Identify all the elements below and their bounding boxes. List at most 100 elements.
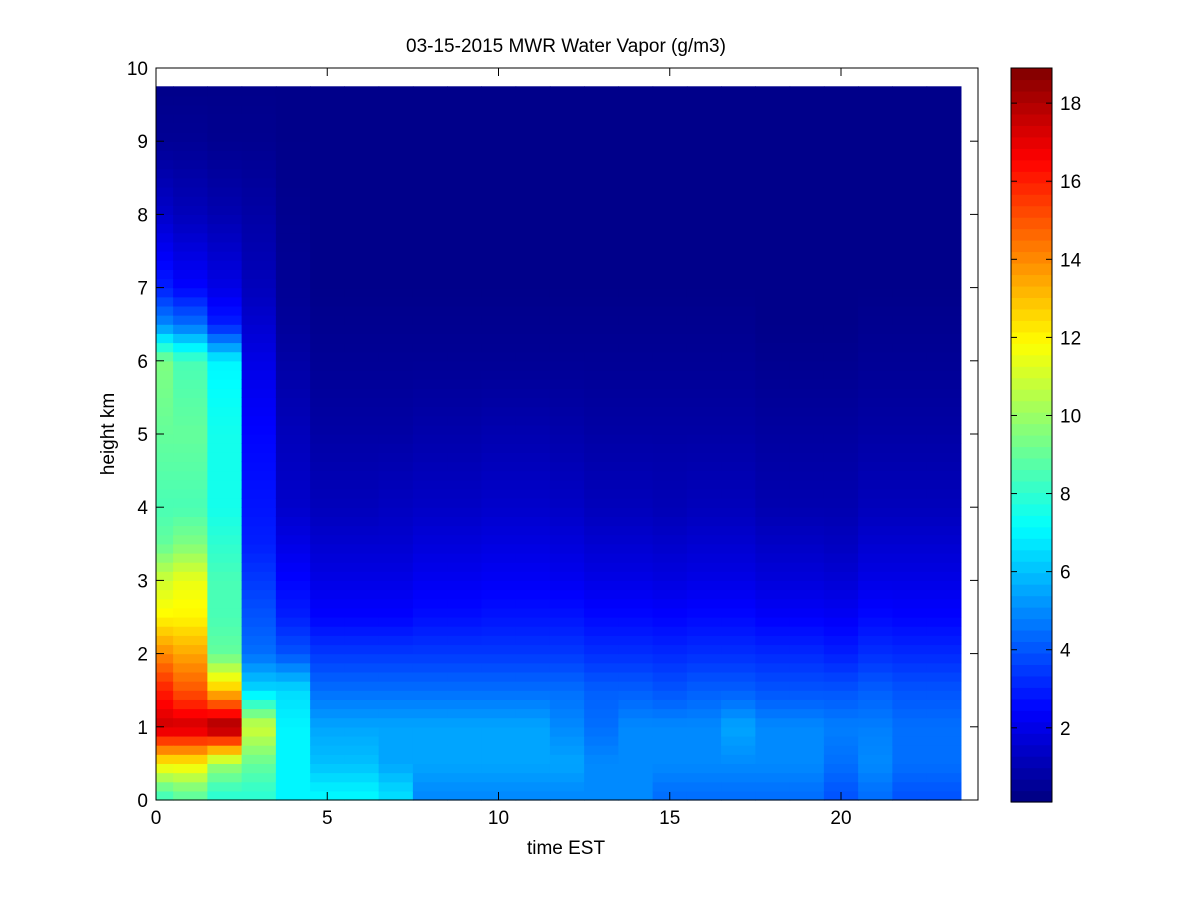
heatmap-cell <box>481 333 517 344</box>
heatmap-cell <box>481 86 517 97</box>
heatmap-cell <box>823 150 859 161</box>
colorbar-band <box>1011 652 1052 665</box>
heatmap-cell <box>789 168 825 179</box>
heatmap-cell <box>892 168 928 179</box>
heatmap-cell <box>481 662 517 673</box>
heatmap-cell <box>892 141 928 151</box>
heatmap-cell <box>515 104 551 115</box>
heatmap-cell <box>156 461 174 472</box>
heatmap-cell <box>858 498 893 508</box>
heatmap-cell <box>686 644 722 655</box>
heatmap-cell <box>447 205 482 215</box>
heatmap-cell <box>618 333 654 344</box>
colorbar-band <box>1011 664 1052 677</box>
heatmap-cell <box>755 754 791 764</box>
heatmap-cell <box>686 186 722 197</box>
heatmap-cell <box>618 443 654 453</box>
heatmap-cell <box>652 681 688 691</box>
heatmap-cell <box>241 516 277 527</box>
heatmap-cell <box>156 589 174 600</box>
heatmap-cell <box>241 452 277 463</box>
heatmap-cell <box>755 589 791 600</box>
heatmap-cell <box>515 159 551 170</box>
heatmap-cell <box>858 507 893 517</box>
heatmap-cell <box>926 95 962 106</box>
heatmap-cell <box>310 260 345 270</box>
heatmap-cell <box>310 150 345 161</box>
heatmap-cell <box>156 790 174 801</box>
heatmap-cell <box>156 626 174 636</box>
heatmap-cell <box>173 571 208 581</box>
heatmap-cell <box>549 287 585 298</box>
heatmap-cell <box>721 122 756 133</box>
heatmap-cell <box>378 241 414 252</box>
heatmap-cell <box>686 379 722 389</box>
heatmap-cell <box>721 205 756 215</box>
colorbar-band <box>1011 79 1052 92</box>
heatmap-cell <box>686 168 722 179</box>
heatmap-cell <box>618 589 654 600</box>
heatmap-cell <box>412 177 448 188</box>
heatmap-cell <box>156 260 174 270</box>
heatmap-cell <box>344 617 380 627</box>
heatmap-cell <box>515 580 551 591</box>
heatmap-cell <box>618 498 654 508</box>
heatmap-cell <box>858 159 893 170</box>
heatmap-cell <box>378 342 414 353</box>
heatmap-cell <box>584 470 619 481</box>
heatmap-cell <box>926 479 962 490</box>
heatmap-cell <box>156 562 174 572</box>
heatmap-cell <box>412 726 448 737</box>
heatmap-cell <box>926 626 962 636</box>
heatmap-cell <box>789 626 825 636</box>
heatmap-cell <box>481 141 517 151</box>
heatmap-cell <box>412 360 448 371</box>
heatmap-cell <box>618 351 654 362</box>
heatmap-cell <box>241 95 277 106</box>
heatmap-cell <box>823 388 859 398</box>
heatmap-cell <box>412 452 448 463</box>
heatmap-cell <box>789 287 825 298</box>
heatmap-cell <box>378 708 414 719</box>
heatmap-cell <box>823 781 859 792</box>
heatmap-cell <box>310 543 345 554</box>
heatmap-cell <box>344 790 380 801</box>
heatmap-cell <box>156 534 174 545</box>
heatmap-cell <box>926 507 962 517</box>
heatmap-cell <box>275 708 311 719</box>
heatmap-cell <box>447 351 482 362</box>
heatmap-cell <box>721 315 756 325</box>
heatmap-cell <box>549 324 585 334</box>
heatmap-cell <box>310 443 345 453</box>
heatmap-cell <box>156 470 174 481</box>
heatmap-cell <box>515 479 551 490</box>
heatmap-cell <box>926 635 962 646</box>
x-axis-ticks: 0 5 10 15 20 <box>151 68 852 829</box>
heatmap-cell <box>447 177 482 188</box>
heatmap-cell <box>652 434 688 444</box>
heatmap-cell <box>892 104 928 115</box>
heatmap-cell <box>378 397 414 408</box>
heatmap-cell <box>173 781 208 792</box>
heatmap-cell <box>412 443 448 453</box>
heatmap-cell <box>926 150 962 161</box>
colorbar-band <box>1011 721 1052 734</box>
heatmap-cell <box>823 86 859 97</box>
heatmap-cell <box>241 525 277 536</box>
heatmap-cell <box>618 296 654 307</box>
heatmap-cell <box>412 598 448 609</box>
heatmap-cell <box>755 324 791 334</box>
heatmap-cell <box>858 360 893 371</box>
heatmap-cell <box>412 607 448 618</box>
heatmap-cell <box>926 186 962 197</box>
heatmap-cell <box>549 260 585 270</box>
heatmap-cell <box>789 552 825 563</box>
heatmap-cell <box>823 607 859 618</box>
heatmap-cell <box>584 351 619 362</box>
heatmap-cell <box>823 571 859 581</box>
heatmap-cell <box>378 598 414 609</box>
heatmap-cell <box>549 644 585 655</box>
heatmap-cell <box>275 360 311 371</box>
heatmap-cell <box>755 205 791 215</box>
heatmap-cell <box>344 498 380 508</box>
